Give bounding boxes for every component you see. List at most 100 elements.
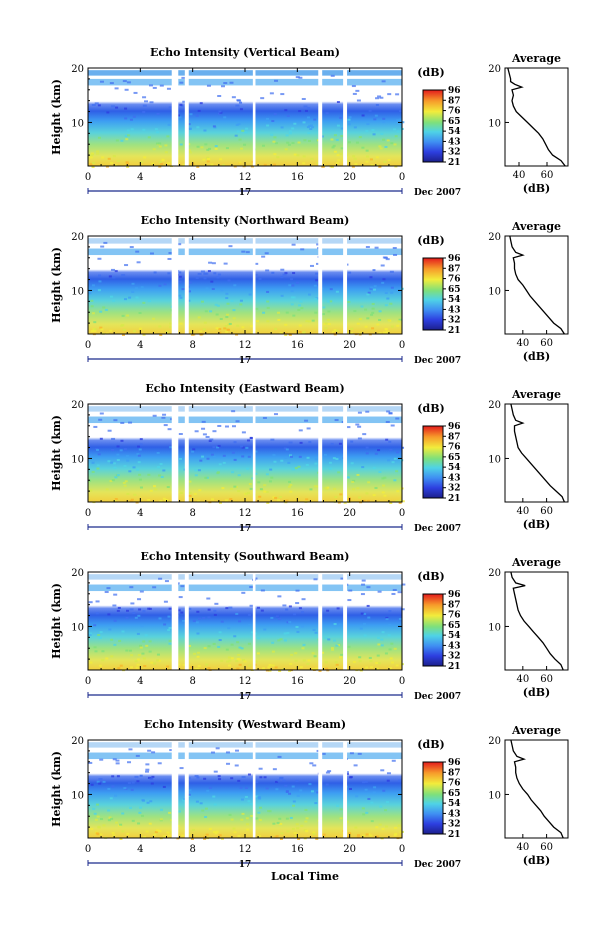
speckle — [115, 821, 119, 824]
speckle — [224, 499, 228, 502]
speckle — [128, 470, 132, 473]
speckle — [289, 662, 293, 665]
speckle — [139, 486, 143, 489]
speckle — [249, 586, 254, 589]
speckle — [103, 241, 108, 244]
speckle — [154, 831, 158, 834]
speckle — [193, 652, 197, 655]
speckle — [125, 616, 129, 619]
profile-line — [510, 403, 565, 503]
speckle — [207, 608, 211, 611]
speckle — [88, 632, 92, 635]
speckle — [385, 616, 389, 619]
speckle — [290, 290, 294, 293]
speckle — [123, 465, 127, 468]
speckle — [115, 139, 119, 142]
speckle — [339, 493, 343, 496]
x-tick-label: 16 — [291, 508, 304, 519]
speckle — [273, 460, 277, 463]
speckle — [218, 834, 222, 837]
speckle — [347, 300, 351, 303]
speckle — [182, 100, 187, 103]
speckle — [313, 578, 318, 581]
speckle — [370, 801, 374, 804]
speckle — [381, 80, 386, 83]
speckle — [257, 796, 261, 799]
speckle — [217, 444, 221, 447]
speckle — [265, 490, 269, 493]
speckle — [154, 128, 158, 131]
speckle — [147, 498, 151, 501]
speckle — [366, 317, 370, 320]
speckle — [112, 758, 117, 761]
speckle — [327, 638, 331, 641]
speckle — [207, 645, 211, 648]
colorbar-tick-label: 32 — [448, 652, 461, 662]
speckle — [362, 622, 366, 625]
speckle — [136, 632, 140, 635]
panel-5: Echo Intensity (Westward Beam)Height (km… — [50, 718, 569, 870]
speckle — [179, 143, 183, 146]
speckle — [134, 660, 138, 663]
speckle — [398, 779, 402, 782]
speckle — [148, 84, 153, 87]
speckle — [231, 425, 236, 428]
speckle — [258, 797, 262, 800]
speckle — [120, 139, 124, 142]
speckle — [396, 324, 400, 327]
colorbar — [422, 593, 444, 667]
speckle — [195, 276, 199, 279]
speckle — [223, 327, 227, 330]
speckle — [333, 134, 337, 137]
speckle — [302, 162, 306, 165]
speckle — [361, 579, 366, 582]
speckle — [224, 425, 229, 428]
speckle — [97, 104, 101, 107]
speckle — [239, 108, 243, 111]
speckle — [291, 127, 295, 130]
speckle — [386, 410, 391, 413]
y-tick-label: 20 — [71, 400, 84, 411]
speckle — [127, 134, 131, 137]
speckle — [208, 828, 212, 831]
speckle — [169, 325, 173, 328]
date-label: Dec 2007 — [414, 356, 461, 366]
speckle — [253, 577, 258, 580]
y-tick-label: 20 — [71, 64, 84, 75]
speckle — [237, 474, 241, 477]
speckle — [167, 123, 171, 126]
speckle — [214, 832, 218, 835]
speckle — [334, 661, 338, 664]
speckle — [233, 284, 237, 287]
data-gap — [184, 740, 189, 838]
speckle — [98, 280, 102, 283]
profile-y-tick-label: 10 — [488, 286, 501, 297]
speckle — [235, 420, 240, 423]
speckle — [311, 319, 315, 322]
speckle — [312, 831, 316, 834]
speckle — [168, 811, 172, 814]
speckle — [277, 311, 281, 314]
speckle — [147, 136, 151, 139]
speckle — [354, 826, 358, 829]
speckle — [339, 152, 343, 155]
echo-layer — [88, 78, 402, 86]
speckle — [142, 111, 146, 114]
y-tick-label: 10 — [71, 286, 84, 297]
speckle — [115, 759, 120, 762]
speckle — [271, 650, 275, 653]
speckle — [255, 781, 259, 784]
speckle — [316, 243, 321, 246]
speckle — [382, 278, 386, 281]
y-axis-label: Height (km) — [50, 247, 63, 323]
colorbar-tick-label: 96 — [448, 590, 461, 600]
speckle — [382, 331, 386, 334]
speckle — [121, 324, 125, 327]
speckle — [241, 812, 245, 815]
speckle — [352, 92, 357, 95]
speckle — [285, 448, 289, 451]
speckle — [288, 480, 292, 483]
speckle — [220, 85, 225, 88]
speckle — [365, 811, 369, 814]
speckle — [326, 609, 330, 612]
